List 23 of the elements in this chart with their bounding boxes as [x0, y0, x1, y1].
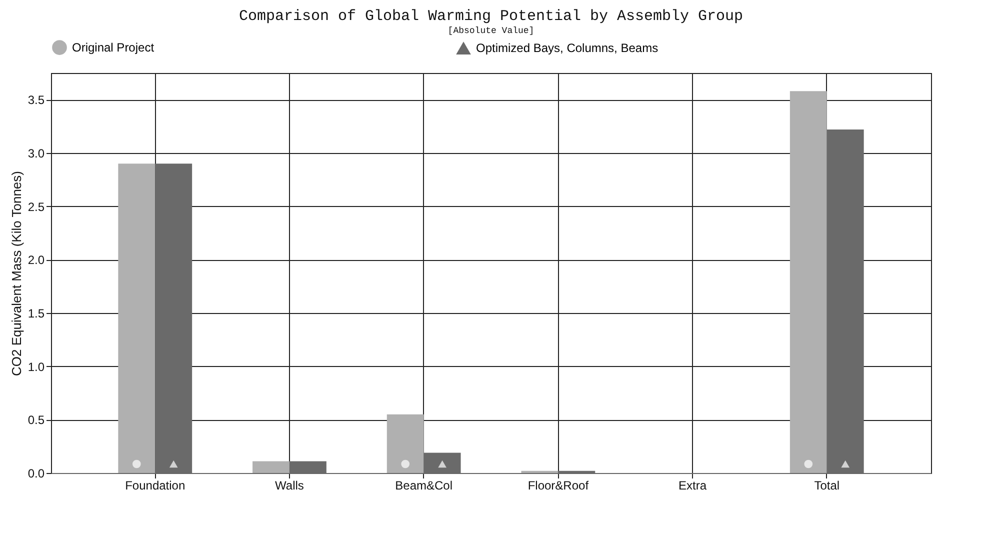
- y-tick-label: 3.0: [28, 146, 45, 160]
- x-tick-label: Floor&Roof: [528, 478, 590, 492]
- y-tick-label: 3.5: [28, 93, 45, 108]
- legend-label: Original Project: [72, 40, 155, 55]
- x-tick-label: Total: [814, 478, 840, 492]
- chart-subtitle: [Absolute Value]: [448, 26, 534, 36]
- bar: [790, 91, 827, 473]
- y-tick-label: 2.5: [28, 200, 45, 214]
- y-tick-label: 0.0: [28, 466, 45, 480]
- y-tick-label: 2.0: [28, 253, 45, 268]
- bar: [118, 164, 156, 473]
- x-tick-label: Walls: [275, 478, 304, 492]
- x-tick-label: Extra: [678, 478, 707, 492]
- y-tick-label: 1.5: [28, 306, 45, 320]
- bar: [252, 461, 290, 473]
- y-tick-label: 0.5: [28, 413, 45, 428]
- legend-label: Optimized Bays, Columns, Beams: [476, 41, 658, 56]
- y-axis-title: CO2 Equivalent Mass (Kilo Tonnes): [8, 171, 24, 376]
- bar: [386, 414, 424, 473]
- chart-title: Comparison of Global Warming Potential by Assembly Group: [238, 8, 744, 25]
- x-tick-label: Beam&Col: [395, 478, 453, 492]
- x-tick-label: Foundation: [125, 478, 186, 492]
- y-tick-label: 1.0: [28, 360, 45, 374]
